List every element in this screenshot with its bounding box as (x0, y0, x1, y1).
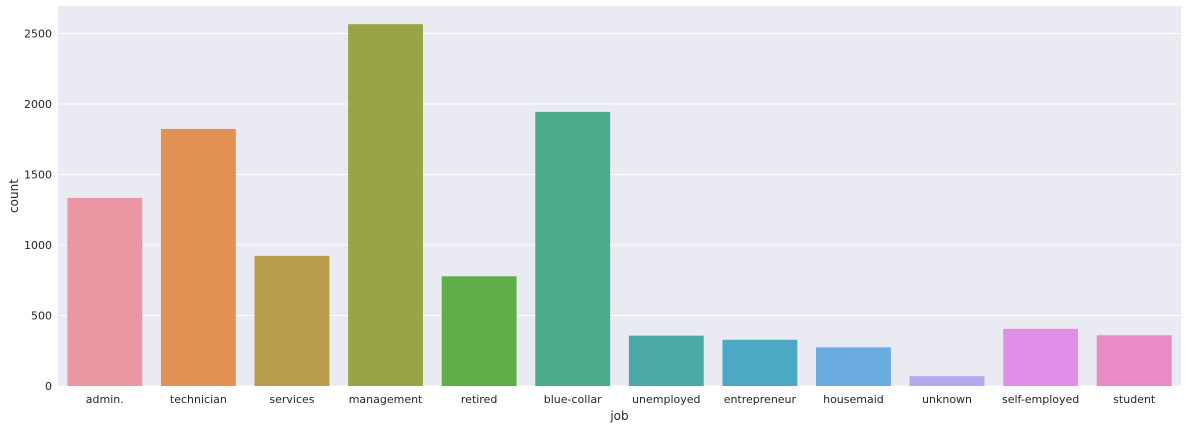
y-tick-label: 1000 (24, 239, 52, 252)
grid-lines (58, 32, 1181, 387)
y-tick-label: 2500 (24, 27, 52, 40)
x-axis-title: job (609, 409, 628, 423)
y-tick-label: 0 (45, 380, 52, 393)
plot-background (58, 6, 1181, 386)
x-tick-label: unemployed (632, 393, 700, 406)
y-axis-title: count (7, 179, 21, 213)
x-tick-label: student (1113, 393, 1156, 406)
bar-technician (160, 128, 236, 386)
bar-entrepreneur (722, 339, 798, 386)
bar-housemaid (816, 347, 891, 386)
x-tick-labels: admin. technician services management retire… (86, 393, 1156, 406)
x-tick-label: housemaid (823, 393, 884, 406)
y-tick-label: 1500 (24, 168, 52, 181)
x-tick-label: self-employed (1002, 393, 1079, 406)
bar-unemployed (628, 335, 704, 386)
y-tick-label: 2000 (24, 98, 52, 111)
x-tick-label: blue-collar (544, 393, 602, 406)
bars (67, 24, 1172, 386)
bar-services (254, 255, 330, 386)
x-tick-label: entrepreneur (724, 393, 797, 406)
bar-blue-collar (535, 111, 611, 386)
bar-student (1096, 335, 1172, 386)
x-tick-label: retired (461, 393, 497, 406)
bar-retired (441, 276, 517, 386)
y-tick-labels: 0 500 1000 1500 2000 2500 (24, 27, 52, 393)
x-tick-label: services (269, 393, 314, 406)
y-tick-label: 500 (31, 309, 52, 322)
x-tick-label: technician (170, 393, 227, 406)
bar-admin (67, 197, 143, 386)
x-tick-label: admin. (86, 393, 124, 406)
bar-management (348, 24, 423, 386)
x-tick-label: unknown (922, 393, 972, 406)
x-tick-label: management (349, 393, 423, 406)
bar-unknown (909, 376, 985, 386)
bar-self-employed (1003, 328, 1079, 386)
